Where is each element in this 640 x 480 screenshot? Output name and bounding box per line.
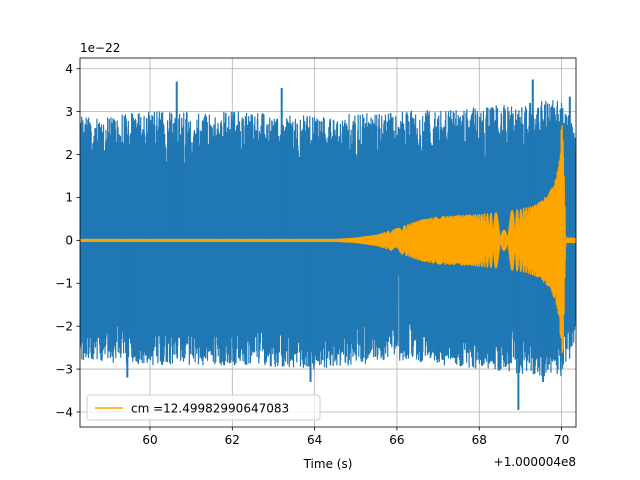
y-scale-label: 1e−22 [80, 41, 120, 55]
legend-entry-chirp: cm =12.49982990647083 [131, 402, 289, 416]
x-axis-label: Time (s) [303, 457, 353, 471]
legend: cm =12.49982990647083 [86, 394, 321, 421]
series-layer [80, 79, 576, 410]
y-tick-label: −2 [55, 319, 73, 333]
x-axis: 60 62 64 66 68 70 [142, 427, 569, 447]
x-tick-label: 68 [472, 433, 487, 447]
y-tick-label: −1 [55, 277, 73, 291]
x-tick-label: 66 [389, 433, 404, 447]
x-tick-label: 62 [225, 433, 240, 447]
y-tick-label: −3 [55, 362, 73, 376]
axes-frame [79, 57, 577, 428]
y-tick-label: 0 [65, 234, 73, 248]
y-tick-label: 2 [65, 148, 73, 162]
legend-box [86, 394, 321, 421]
x-tick-label: 60 [142, 433, 157, 447]
x-tick-label: 70 [554, 433, 569, 447]
series-noise-line [80, 100, 576, 377]
y-tick-label: 4 [65, 62, 73, 76]
y-tick-label: −4 [55, 405, 73, 419]
y-tick-label: 3 [65, 105, 73, 119]
x-offset-label: +1.000004e8 [494, 455, 576, 469]
series-chirp-line [80, 125, 576, 353]
y-tick-label: 1 [65, 191, 73, 205]
x-tick-label: 64 [307, 433, 322, 447]
y-axis: −4 −3 −2 −1 0 1 2 3 4 [55, 62, 80, 419]
